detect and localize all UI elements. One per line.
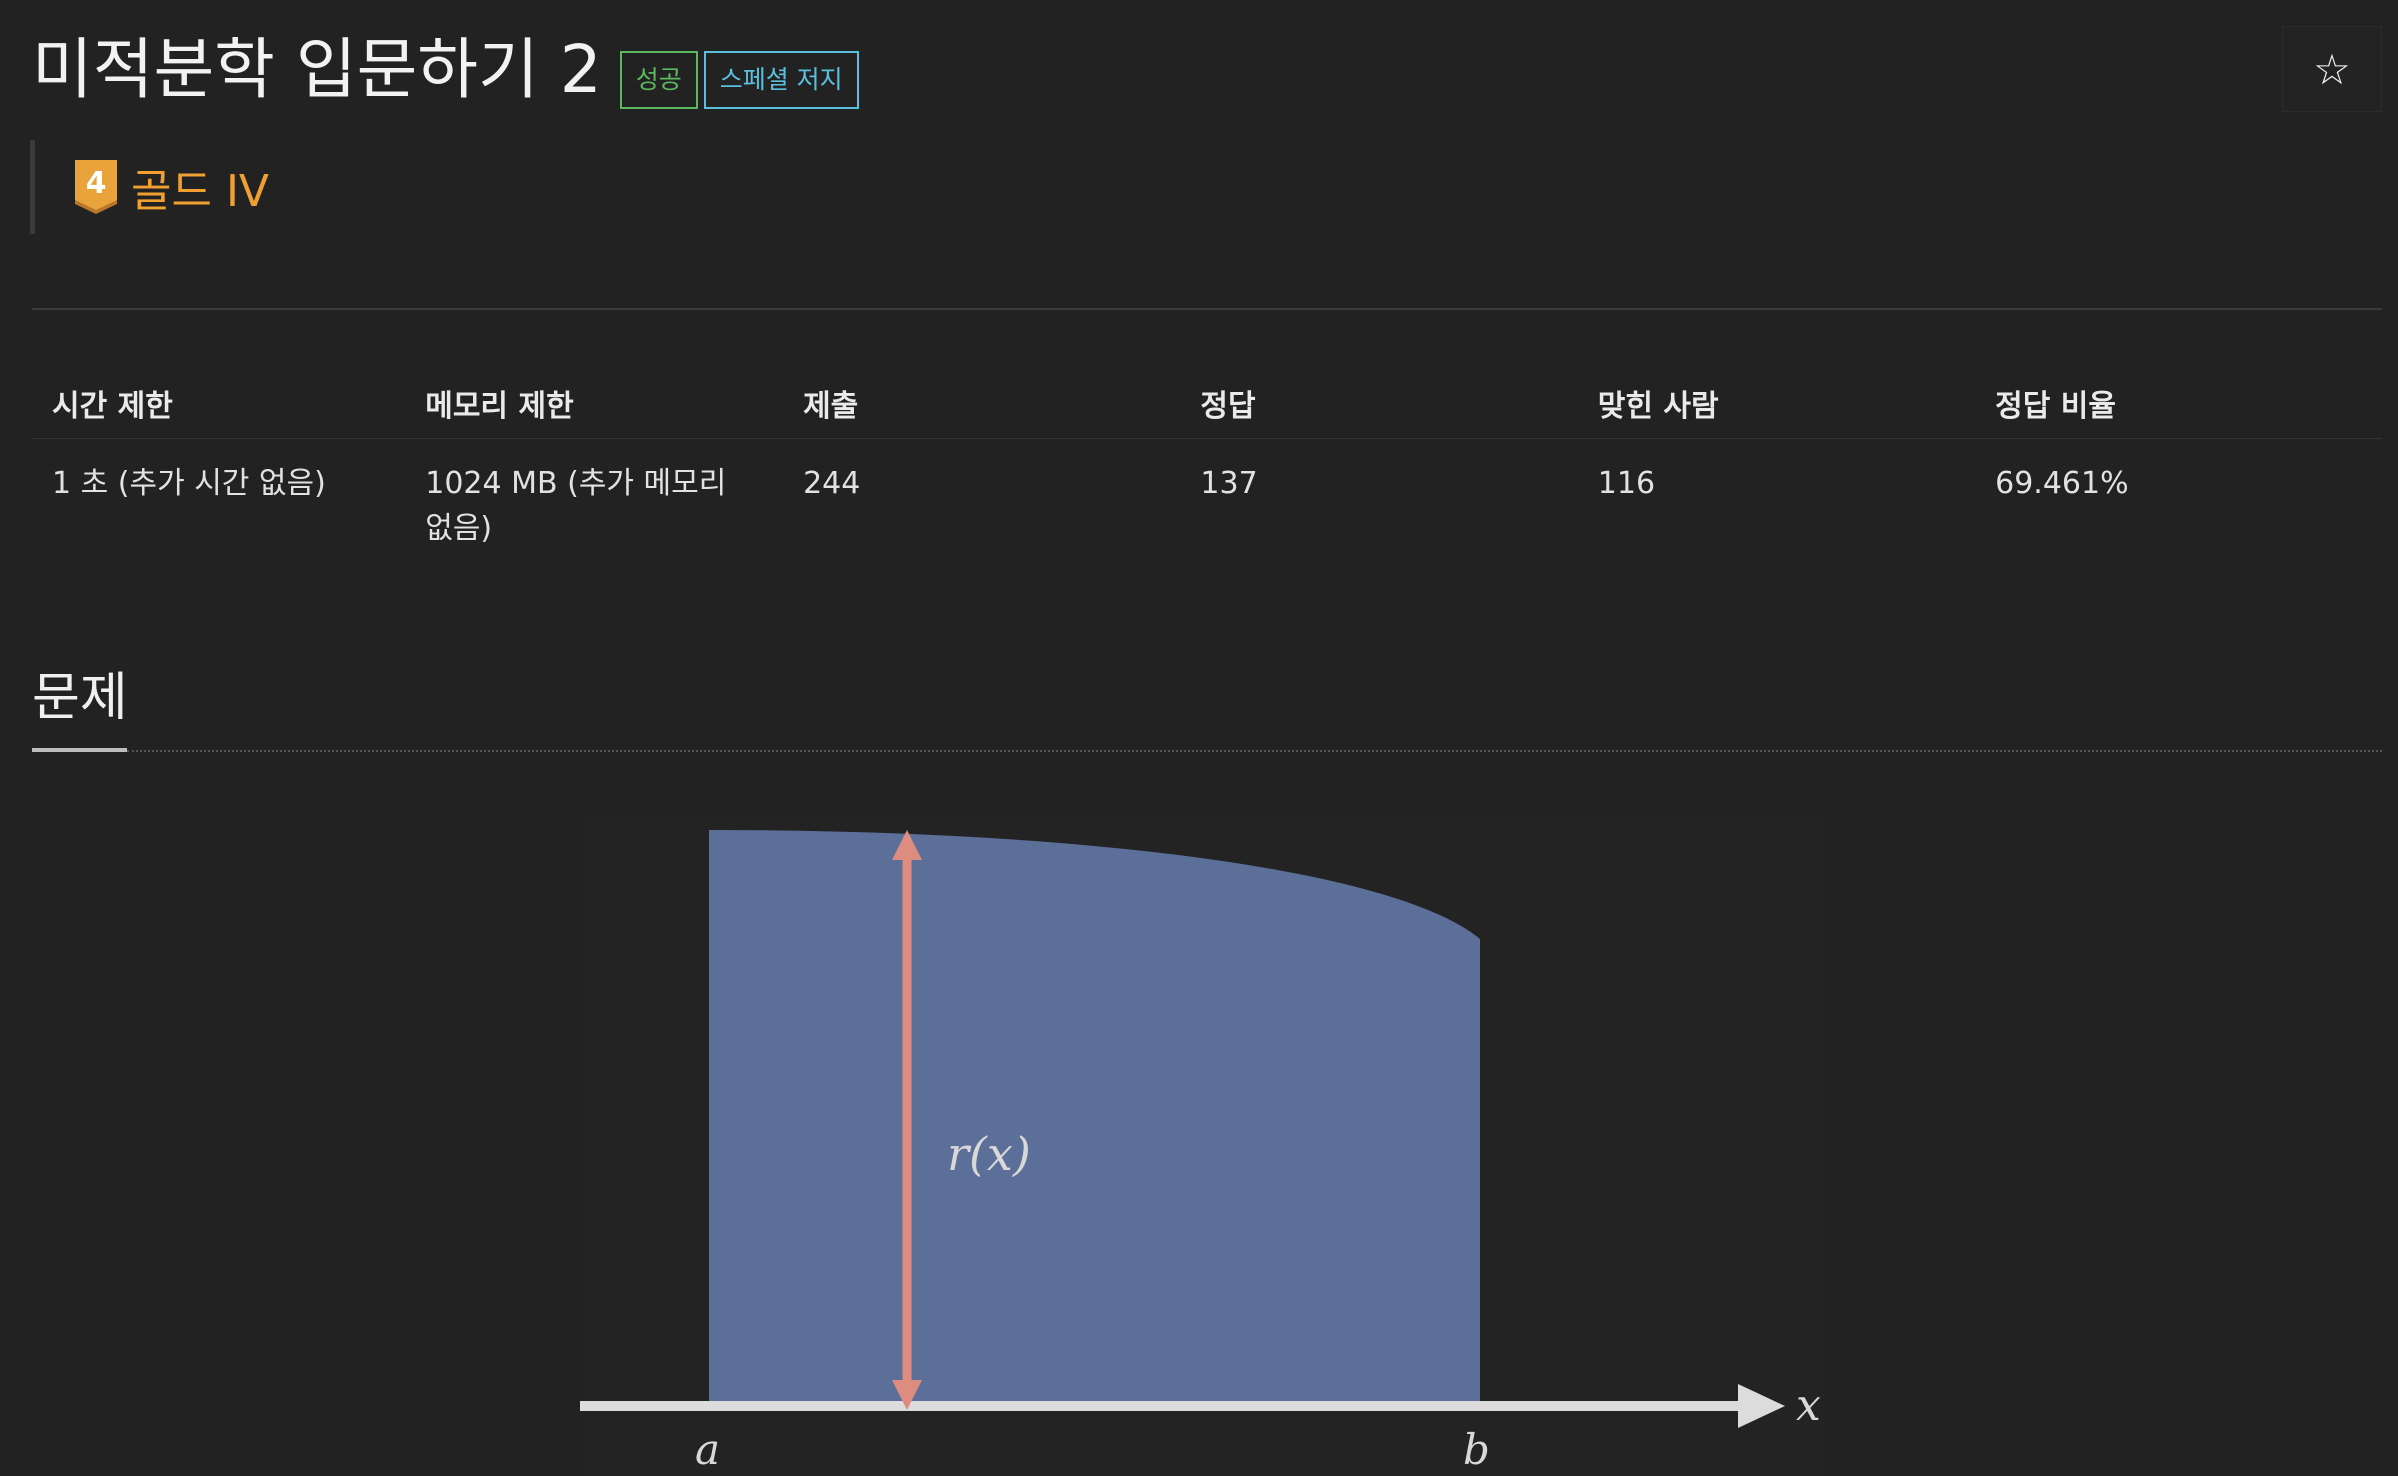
solvers-value[interactable]: 116 <box>1597 466 1656 501</box>
radius-arrow-bottom-head <box>892 1380 922 1410</box>
submissions-value[interactable]: 244 <box>803 466 861 501</box>
radius-arrow-top-head <box>892 830 922 860</box>
problem-title: 미적분학 입문하기 2 <box>32 31 602 108</box>
memory-limit-value: 1024 MB (추가 메모리 없음) <box>425 466 727 546</box>
header-ratio: 정답 비율 <box>1975 368 2382 439</box>
header-accepted: 정답 <box>1180 368 1578 439</box>
tier-block: 4 골드 IV <box>30 140 269 234</box>
problem-info-table: 시간 제한 메모리 제한 제출 정답 맞힌 사람 정답 비율 1 초 (추가 시… <box>32 368 2382 551</box>
x-axis-arrowhead <box>1738 1384 1785 1428</box>
time-limit-value: 1 초 (추가 시간 없음) <box>52 466 326 501</box>
accepted-value[interactable]: 137 <box>1200 466 1258 501</box>
x-axis-label: x <box>1796 1380 1821 1431</box>
tier-badge-icon: 4 <box>75 160 117 214</box>
favorite-star-button[interactable]: ☆ <box>2282 26 2382 112</box>
star-icon: ☆ <box>2313 44 2351 94</box>
section-title-underline <box>32 748 127 752</box>
tier-name[interactable]: 골드 IV <box>131 166 270 217</box>
integral-figure: r(x) x a b <box>580 812 1825 1476</box>
header-solvers: 맞힌 사람 <box>1577 368 1976 439</box>
table-header-row: 시간 제한 메모리 제한 제출 정답 맞힌 사람 정답 비율 <box>32 368 2382 439</box>
success-label[interactable]: 성공 <box>619 51 698 109</box>
problem-header: 미적분학 입문하기 2 성공 스페셜 저지 <box>32 28 859 112</box>
section-title: 문제 <box>32 668 128 728</box>
problem-section-header: 문제 <box>32 660 2382 756</box>
table-row: 1 초 (추가 시간 없음) 1024 MB (추가 메모리 없음) 244 1… <box>32 439 2382 552</box>
header-memory-limit: 메모리 제한 <box>405 368 784 439</box>
right-bound-label: b <box>1463 1425 1490 1474</box>
header-submissions: 제출 <box>783 368 1181 439</box>
left-bound-label: a <box>695 1425 720 1474</box>
header-divider <box>32 308 2382 310</box>
ratio-value: 69.461% <box>1995 466 2129 501</box>
area-under-curve <box>709 830 1480 1402</box>
function-label: r(x) <box>947 1127 1031 1181</box>
special-judge-label[interactable]: 스페셜 저지 <box>703 51 859 109</box>
header-time-limit: 시간 제한 <box>32 368 406 439</box>
section-dotted-divider <box>127 750 2382 752</box>
tier-badge-number: 4 <box>86 166 107 201</box>
